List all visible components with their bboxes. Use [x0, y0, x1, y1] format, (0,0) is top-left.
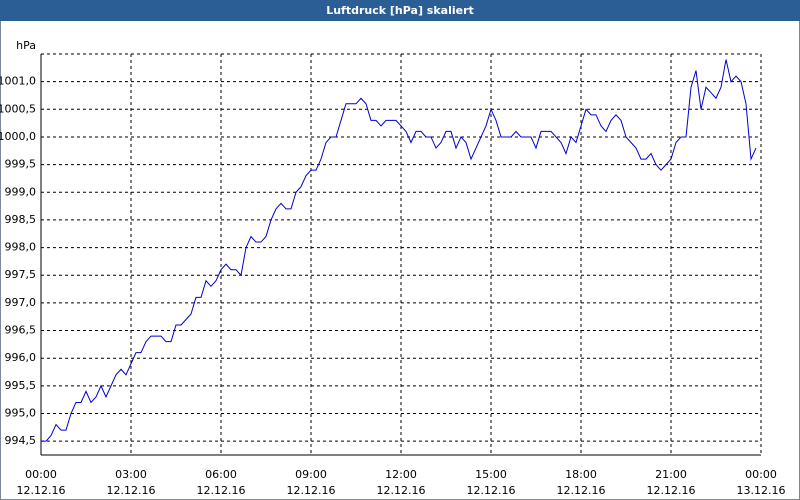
title-bar [0, 0, 800, 21]
x-tick-label: 00:00 [25, 468, 57, 481]
y-tick-label: 1001,0 [0, 75, 36, 88]
data-line [41, 59, 757, 442]
y-tick-label: 998,0 [5, 241, 37, 254]
x-tick-label: 06:00 [205, 468, 237, 481]
x-tick-date: 12.12.16 [647, 484, 696, 497]
x-tick-label: 15:00 [475, 468, 507, 481]
y-tick-label: 995,5 [5, 379, 37, 392]
x-tick-date: 12.12.16 [467, 484, 516, 497]
y-tick-label: 999,0 [5, 185, 37, 198]
x-tick-label: 00:00 [745, 468, 777, 481]
chart-title: Luftdruck [hPa] skaliert [326, 4, 474, 17]
y-tick-label: 997,5 [5, 268, 37, 281]
y-tick-label: 996,0 [5, 351, 37, 364]
y-tick-label: 1000,5 [0, 102, 36, 115]
x-tick-date: 12.12.16 [197, 484, 246, 497]
x-tick-date: 12.12.16 [287, 484, 336, 497]
y-tick-label: 1000,0 [0, 130, 36, 143]
x-tick-label: 18:00 [565, 468, 597, 481]
y-tick-label: 997,0 [5, 296, 37, 309]
y-tick-label: 996,5 [5, 324, 37, 337]
x-tick-label: 03:00 [115, 468, 147, 481]
x-tick-date: 12.12.16 [377, 484, 426, 497]
x-tick-label: 21:00 [655, 468, 687, 481]
y-tick-label: 995,0 [5, 407, 37, 420]
x-tick-date: 12.12.16 [107, 484, 156, 497]
x-tick-date: 12.12.16 [17, 484, 66, 497]
y-tick-label: 999,5 [5, 158, 37, 171]
x-tick-date: 13.12.16 [737, 484, 786, 497]
y-tick-label: 998,5 [5, 213, 37, 226]
y-axis-unit: hPa [16, 39, 36, 52]
x-tick-date: 12.12.16 [557, 484, 606, 497]
y-tick-label: 994,5 [5, 434, 37, 447]
x-tick-label: 12:00 [385, 468, 417, 481]
x-tick-label: 09:00 [295, 468, 327, 481]
